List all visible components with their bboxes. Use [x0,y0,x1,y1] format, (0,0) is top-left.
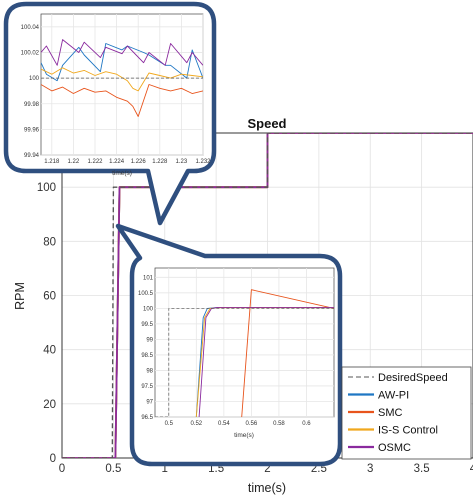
main-xtick-label: 3.5 [414,463,430,475]
callout-top-bubble [3,1,217,226]
inset-bottom-ytick-label: 100 [143,306,154,312]
inset-top-tick-labels: 1.218 1.22 1.222 1.224 1.226 1.228 1.23 1.232 99… [21,25,212,165]
inset-bottom-ytick-label: 99.5 [141,322,153,328]
inset-top-series-smc [41,84,203,117]
main-ylabel: RPM [13,282,27,310]
inset-top-ytick-label: 99.94 [24,153,40,159]
main-xtick-label: 2 [264,463,270,475]
zoom-callout-top: 1.218 1.22 1.222 1.224 1.226 1.228 1.23 1.232 99… [3,1,217,226]
main-tick-labels: 00.511.522.533.54020406080100120 [37,128,473,475]
legend-label: IS-S Control [378,425,438,437]
main-xtick-label: 0.5 [105,463,121,475]
main-ytick-label: 80 [43,236,56,248]
legend-label: DesiredSpeed [378,372,448,384]
inset-bottom-ytick-label: 99 [146,337,153,343]
inset-bottom-xtick-label: 0.6 [302,421,311,427]
inset-top-xtick-label: 1.222 [87,159,103,165]
inset-bottom-ytick-label: 98.5 [141,353,153,359]
main-title: Speed [247,116,286,131]
legend-label: SMC [378,407,403,419]
inset-bottom-ytick-label: 97.5 [141,384,153,390]
inset-bottom-grid [155,268,334,418]
main-ytick-label: 100 [37,182,56,194]
inset-bottom-xtick-label: 0.58 [273,421,285,427]
inset-bottom-xtick-label: 0.52 [190,421,202,427]
main-ytick-label: 40 [43,345,56,357]
inset-top-xtick-label: 1.224 [109,159,125,165]
inset-bottom-tick-labels: 0.5 0.52 0.54 0.56 0.58 0.6 96.5 97 97.5 98 98.5 99… [138,275,311,427]
inset-top-ytick-label: 99.98 [24,102,40,108]
inset-top-series-osmc [41,39,203,66]
main-xtick-label: 0 [59,463,65,475]
inset-bottom-series-desiredspeed [155,308,334,417]
callout-bottom-bubble [115,223,343,467]
legend-items: DesiredSpeed AW-PI SMC IS-S Control OSMC [348,372,448,454]
inset-top-ytick-label: 99.96 [24,127,40,133]
main-xtick-label: 3 [367,463,373,475]
main-ytick-label: 0 [50,453,56,465]
inset-top-xtick-label: 1.232 [195,159,211,165]
zoom-callout-bottom: 0.5 0.52 0.54 0.56 0.58 0.6 96.5 97 97.5 98 98.5 99… [115,223,343,467]
inset-top-ytick-label: 100 [29,76,40,82]
inset-bottom-xtick-label: 0.54 [218,421,230,427]
main-xtick-label: 1 [162,463,168,475]
inset-bottom-ytick-label: 97 [146,400,153,406]
inset-top-xtick-label: 1.228 [152,159,168,165]
inset-top-ytick-label: 100.02 [21,51,40,57]
inset-bottom-ytick-label: 101 [143,275,154,281]
inset-top-xtick-label: 1.23 [176,159,188,165]
inset-top-xtick-label: 1.22 [68,159,80,165]
inset-bottom-xlabel: time(s) [234,432,254,439]
inset-bottom-series [155,289,334,417]
legend: DesiredSpeed AW-PI SMC IS-S Control OSMC [341,366,472,460]
inset-top-xtick-label: 1.226 [131,159,147,165]
inset-top-ytick-label: 100.04 [21,25,40,31]
legend-label: OSMC [378,442,411,454]
inset-bottom-xtick-label: 0.5 [165,421,174,427]
inset-top-xlabel: time(s) [112,170,132,177]
inset-top-series [41,39,203,117]
inset-top-series-is-s-control [41,67,203,92]
main-xtick-label: 4 [470,463,473,475]
main-xlabel: time(s) [248,481,286,495]
inset-bottom-series-smc [241,289,334,417]
inset-top-xtick-label: 1.218 [44,159,60,165]
inset-top-series-aw-pi [41,43,203,82]
inset-bottom-xtick-label: 0.56 [246,421,258,427]
inset-bottom-ytick-label: 98 [146,369,153,375]
inset-bottom-ytick-label: 96.5 [141,415,153,421]
legend-label: AW-PI [378,390,409,402]
main-ytick-label: 60 [43,291,56,303]
main-ytick-label: 20 [43,399,56,411]
inset-bottom-ytick-label: 100.5 [138,291,154,297]
